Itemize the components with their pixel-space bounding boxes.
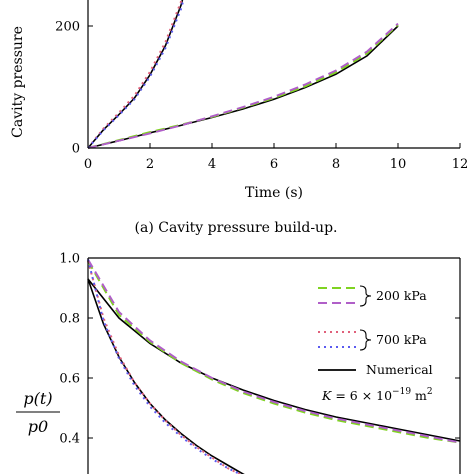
panel-a-series-4 bbox=[87, 0, 183, 149]
panel-a-x-tick-label: 8 bbox=[332, 157, 340, 172]
y-label-denominator: p0 bbox=[28, 417, 48, 436]
panel-a-series-3 bbox=[87, 0, 184, 149]
panel-a-curves bbox=[87, 0, 399, 149]
panel-a-y-ticks: 0200400 bbox=[55, 20, 93, 157]
panel-b-series-1 bbox=[87, 260, 461, 444]
annotation-unit: m bbox=[411, 388, 427, 403]
panel-b-series-4 bbox=[87, 260, 243, 474]
legend-label-numerical: Numerical bbox=[366, 362, 433, 377]
legend-annotation-permeability: K = 6 × 10−19 m2 bbox=[321, 387, 433, 403]
annotation-unit-exp: 2 bbox=[427, 387, 433, 397]
panel-a-x-tick-label: 6 bbox=[270, 157, 278, 172]
panel-a-x-tick-label: 10 bbox=[390, 157, 407, 172]
panel-b-y-tick-label: 0.8 bbox=[59, 312, 80, 327]
panel-a-y-axis-title: Cavity pressure bbox=[10, 26, 26, 138]
panel-a-y-tick-label: 200 bbox=[55, 20, 80, 35]
panel-b-y-tick-label: 0.6 bbox=[59, 372, 80, 387]
legend-brace-700 bbox=[359, 329, 372, 351]
legend-label-200kpa: 200 kPa bbox=[376, 288, 427, 303]
panel-a-x-tick-label: 2 bbox=[146, 157, 154, 172]
panel-b-y-ticks: 1.0 0.8 0.6 0.4 bbox=[59, 252, 460, 447]
panel-b-curves bbox=[87, 258, 461, 474]
panel-a-x-ticks: 0 2 4 6 8 10 12 bbox=[84, 143, 468, 172]
panel-b-legend: 200 kPa 700 kPa Numerical K = 6 × 10−19 … bbox=[318, 285, 433, 403]
panel-a-y-tick-label: 0 bbox=[72, 142, 80, 157]
panel-a-x-axis-title: Time (s) bbox=[245, 185, 303, 201]
panel-b-y-tick-label: 1.0 bbox=[59, 252, 80, 267]
annotation-k: K bbox=[321, 388, 332, 403]
panel-a-series-2 bbox=[87, 22, 399, 149]
panel-a-series-0 bbox=[87, 25, 399, 149]
legend-label-700kpa: 700 kPa bbox=[376, 332, 427, 347]
annotation-eq: = 6 × 10 bbox=[331, 388, 392, 403]
panel-b: 1.0 0.8 0.6 0.4 p(t) p0 200 kPa 700 kPa Num… bbox=[16, 252, 461, 474]
panel-b-series-5 bbox=[87, 259, 243, 474]
panel-b-series-0 bbox=[87, 278, 461, 442]
panel-b-series-2 bbox=[87, 258, 461, 444]
panel-a-caption: (a) Cavity pressure build-up. bbox=[135, 220, 338, 236]
panel-a-x-tick-label: 12 bbox=[452, 157, 469, 172]
panel-a-series-1 bbox=[87, 24, 399, 149]
panel-a-x-tick-label: 0 bbox=[84, 157, 92, 172]
panel-b-y-axis-title: p(t) p0 bbox=[16, 389, 60, 436]
panel-a-x-tick-label: 4 bbox=[208, 157, 216, 172]
y-label-numerator: p(t) bbox=[23, 389, 52, 408]
annotation-exp: −19 bbox=[392, 387, 411, 397]
panel-b-y-tick-label: 0.4 bbox=[59, 432, 80, 447]
legend-brace-200 bbox=[359, 285, 372, 307]
